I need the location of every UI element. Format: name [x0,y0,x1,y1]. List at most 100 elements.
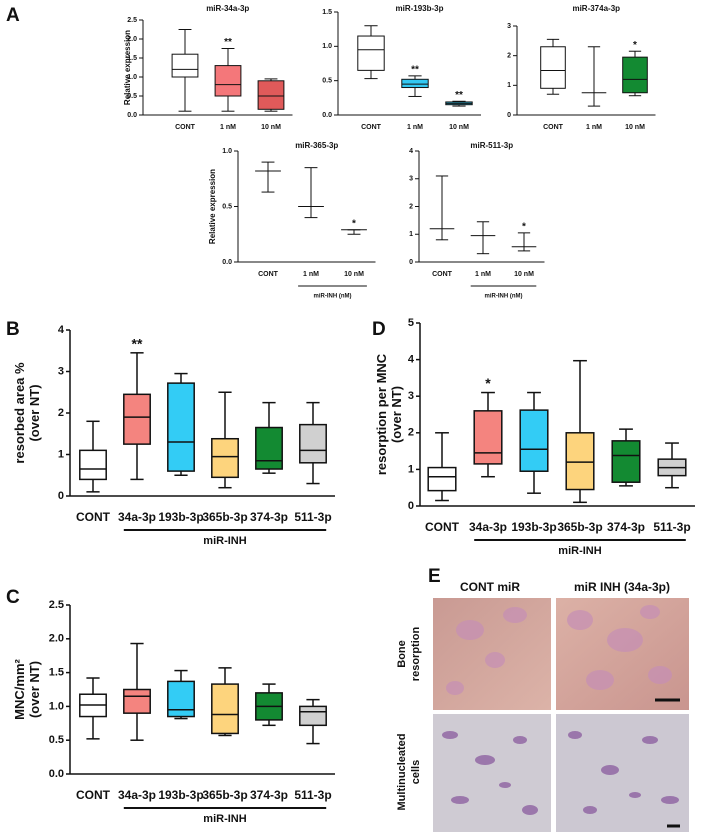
panel-label: C [6,587,20,608]
x-tick-label: CONT [76,788,111,802]
box [214,65,242,97]
x-tick-label: 374-3p [250,788,288,802]
box [167,382,195,472]
y-tick-label: 2 [409,203,413,210]
panel-label: A [6,5,20,26]
box [622,56,648,94]
x-tick-label: 1 nM [586,124,602,131]
x-tick-label: 1 nM [407,124,423,131]
y-tick-label: 0.0 [222,259,232,266]
panel-label: D [372,319,386,340]
resorption-pits [446,605,672,695]
y-tick-label: 4 [58,324,65,336]
y-axis-label: resorbed area % [12,362,27,464]
y-tick-label: 0.5 [222,203,232,210]
x-tick-label: 34a-3p [118,510,156,524]
y-tick-label: 1 [58,448,64,460]
y-tick-label: 2 [408,427,414,439]
column-header: miR INH (34a-3p) [574,580,670,594]
y-tick-label: 1.0 [49,700,64,712]
panel-label: B [6,319,20,340]
y-tick-label: 0.5 [127,93,137,100]
y-tick-label: 2 [507,53,511,60]
row-label: Multinucleated [396,733,408,810]
significance: ** [224,37,232,48]
row-label: cells [410,760,422,784]
y-tick-label: 1 [409,231,413,238]
x-tick-label: CONT [175,124,196,131]
x-tick-label: 193b-3p [511,520,556,534]
y-tick-label: 1.0 [322,43,332,50]
x-tick-label: 34a-3p [118,788,156,802]
y-tick-label: 1.0 [222,148,232,155]
cells [442,731,679,815]
box [257,80,285,110]
x-tick-label: 511-3p [294,510,331,524]
x-tick-label: 34a-3p [469,520,507,534]
y-tick-label: 2.0 [49,633,64,645]
chart-title: miR-193b-3p [395,4,443,13]
box [171,53,199,78]
box [540,46,566,89]
y-tick-label: 5 [408,317,414,329]
y-tick-label: 0.0 [127,112,137,119]
y-tick-label: 0.0 [49,768,64,780]
y-axis-label: (over NT) [389,386,404,443]
significance: * [485,375,491,391]
x-tick-label: 10 nM [514,271,534,278]
y-tick-label: 4 [408,354,415,366]
box [79,449,107,481]
x-tick-label: CONT [76,510,111,524]
x-tick-label: 365b-3p [557,520,602,534]
y-axis-label: MNC/mm² [12,659,27,720]
y-tick-label: 2.5 [127,17,137,24]
x-tick-label: CONT [425,520,460,534]
group-label: miR-INH (nM) [485,294,523,300]
y-axis-label: Relative expression [123,30,132,105]
significance: ** [455,90,463,101]
x-tick-label: 10 nM [449,124,469,131]
x-tick-label: 374-3p [607,520,645,534]
x-tick-label: CONT [361,124,382,131]
y-tick-label: 4 [409,148,413,155]
group-label: miR-INH [203,535,246,547]
column-header: CONT miR [460,580,520,594]
x-tick-label: 511-3p [294,788,331,802]
significance: * [352,218,356,229]
box [565,432,595,491]
y-tick-label: 1.5 [49,667,64,679]
box [123,688,151,714]
box [211,437,239,479]
x-tick-label: 374-3p [250,510,288,524]
x-tick-label: 1 nM [220,124,236,131]
chart-title: miR-511-3p [470,141,513,150]
x-tick-label: 1 nM [475,271,491,278]
y-tick-label: 3 [507,23,511,30]
x-tick-label: 193b-3p [158,788,203,802]
x-tick-label: 10 nM [625,124,645,131]
y-tick-label: 2.5 [49,599,64,611]
y-tick-label: 1 [408,463,414,475]
y-tick-label: 0 [507,112,511,119]
chart-title: miR-365-3p [295,141,338,150]
y-tick-label: 3 [409,176,413,183]
box [123,393,151,445]
significance: ** [132,336,143,352]
y-tick-label: 0.5 [322,78,332,85]
box [299,423,327,464]
y-tick-label: 0.0 [322,112,332,119]
y-tick-label: 3 [408,390,414,402]
x-tick-label: 511-3p [653,520,690,534]
significance: * [633,40,637,51]
box [299,705,327,727]
x-tick-label: 193b-3p [158,510,203,524]
y-tick-label: 3 [58,365,64,377]
group-label: miR-INH [203,813,246,825]
chart-title: miR-374a-3p [572,4,620,13]
x-tick-label: 365b-3p [202,510,247,524]
y-axis-label: (over NT) [27,384,42,441]
y-axis-label: Relative expression [208,169,217,244]
row-label: resorption [410,627,422,682]
